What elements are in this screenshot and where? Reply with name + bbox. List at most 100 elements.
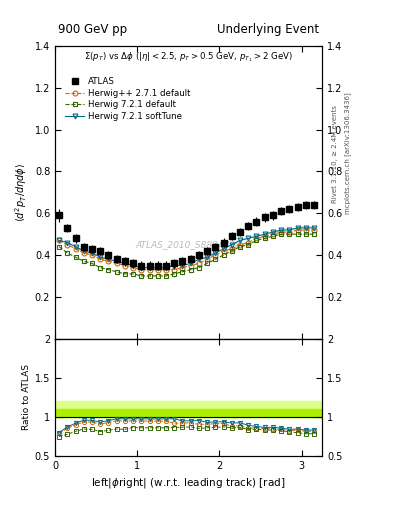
Herwig 7.2.1 softTune	[163, 265, 168, 271]
Herwig 7.2.1 default	[172, 271, 176, 277]
Herwig 7.2.1 default	[106, 267, 111, 273]
Herwig 7.2.1 default	[213, 256, 218, 262]
X-axis label: left$|\phi$right$|$ (w.r.t. leading track) [rad]: left$|\phi$right$|$ (w.r.t. leading trac…	[92, 476, 286, 490]
Herwig 7.2.1 default	[188, 267, 193, 273]
Herwig++ 2.7.1 default	[131, 265, 136, 271]
Herwig++ 2.7.1 default	[246, 240, 251, 246]
Herwig 7.2.1 default	[263, 236, 267, 242]
Herwig 7.2.1 default	[180, 269, 185, 275]
Herwig 7.2.1 softTune	[270, 229, 275, 235]
Herwig 7.2.1 default	[81, 258, 86, 264]
Herwig 7.2.1 softTune	[246, 236, 251, 242]
Herwig 7.2.1 softTune	[279, 227, 283, 233]
Herwig 7.2.1 softTune	[65, 240, 70, 246]
Herwig 7.2.1 default	[98, 265, 103, 271]
Herwig 7.2.1 softTune	[90, 250, 94, 256]
Herwig 7.2.1 default	[270, 233, 275, 239]
Herwig 7.2.1 default	[147, 273, 152, 279]
Herwig 7.2.1 default	[156, 273, 160, 279]
Herwig 7.2.1 default	[114, 269, 119, 275]
Herwig++ 2.7.1 default	[196, 260, 201, 266]
Herwig++ 2.7.1 default	[254, 236, 259, 242]
Herwig++ 2.7.1 default	[213, 252, 218, 258]
Herwig++ 2.7.1 default	[263, 233, 267, 239]
Herwig 7.2.1 default	[230, 248, 234, 254]
Line: Herwig++ 2.7.1 default: Herwig++ 2.7.1 default	[57, 227, 316, 272]
Herwig 7.2.1 default	[254, 238, 259, 244]
Herwig++ 2.7.1 default	[90, 252, 94, 258]
Herwig 7.2.1 default	[57, 244, 61, 250]
Herwig 7.2.1 softTune	[180, 263, 185, 269]
Herwig++ 2.7.1 default	[238, 242, 242, 248]
Y-axis label: Ratio to ATLAS: Ratio to ATLAS	[22, 364, 31, 430]
Legend: ATLAS, Herwig++ 2.7.1 default, Herwig 7.2.1 default, Herwig 7.2.1 softTune: ATLAS, Herwig++ 2.7.1 default, Herwig 7.…	[62, 74, 194, 124]
Herwig++ 2.7.1 default	[270, 231, 275, 237]
Herwig 7.2.1 default	[205, 260, 209, 266]
Herwig 7.2.1 default	[65, 250, 70, 256]
Herwig 7.2.1 softTune	[196, 256, 201, 262]
Herwig++ 2.7.1 default	[147, 267, 152, 273]
Herwig 7.2.1 softTune	[81, 248, 86, 254]
Herwig++ 2.7.1 default	[312, 227, 316, 233]
Herwig 7.2.1 default	[312, 231, 316, 237]
Herwig++ 2.7.1 default	[180, 265, 185, 271]
Herwig 7.2.1 softTune	[57, 238, 61, 244]
Herwig 7.2.1 softTune	[287, 227, 292, 233]
Herwig++ 2.7.1 default	[163, 267, 168, 273]
Herwig 7.2.1 softTune	[312, 225, 316, 231]
Bar	[55, 401, 322, 417]
Herwig 7.2.1 softTune	[213, 250, 218, 256]
Herwig++ 2.7.1 default	[287, 229, 292, 235]
Herwig++ 2.7.1 default	[65, 242, 70, 248]
Herwig 7.2.1 softTune	[156, 265, 160, 271]
Herwig 7.2.1 softTune	[147, 265, 152, 271]
Herwig 7.2.1 softTune	[295, 225, 300, 231]
Herwig 7.2.1 softTune	[98, 254, 103, 260]
Herwig 7.2.1 default	[90, 260, 94, 266]
Herwig++ 2.7.1 default	[81, 250, 86, 256]
Herwig 7.2.1 default	[295, 231, 300, 237]
Text: Underlying Event: Underlying Event	[217, 23, 320, 36]
Herwig++ 2.7.1 default	[106, 258, 111, 264]
Herwig++ 2.7.1 default	[123, 263, 127, 269]
Herwig 7.2.1 default	[131, 271, 136, 277]
Herwig 7.2.1 softTune	[221, 246, 226, 252]
Herwig 7.2.1 softTune	[172, 263, 176, 269]
Text: $\Sigma(p_T)$ vs $\Delta\phi$ ($|\eta| < 2.5$, $p_T > 0.5$ GeV, $p_{T_1} > 2$ Ge: $\Sigma(p_T)$ vs $\Delta\phi$ ($|\eta| <…	[84, 51, 293, 64]
Herwig++ 2.7.1 default	[295, 227, 300, 233]
Herwig 7.2.1 default	[279, 231, 283, 237]
Herwig 7.2.1 softTune	[73, 244, 78, 250]
Herwig 7.2.1 softTune	[303, 225, 308, 231]
Bar	[55, 409, 322, 417]
Herwig 7.2.1 softTune	[114, 258, 119, 264]
Text: Rivet 3.1.10, ≥ 2.4M events: Rivet 3.1.10, ≥ 2.4M events	[332, 104, 338, 203]
Herwig 7.2.1 default	[303, 231, 308, 237]
Herwig 7.2.1 default	[238, 244, 242, 250]
Text: ATLAS_2010_S8894728: ATLAS_2010_S8894728	[136, 241, 242, 249]
Herwig 7.2.1 softTune	[205, 254, 209, 260]
Herwig++ 2.7.1 default	[98, 256, 103, 262]
Herwig++ 2.7.1 default	[172, 267, 176, 273]
Herwig++ 2.7.1 default	[73, 246, 78, 252]
Herwig 7.2.1 softTune	[263, 231, 267, 237]
Herwig 7.2.1 softTune	[131, 263, 136, 269]
Herwig 7.2.1 default	[73, 254, 78, 260]
Herwig 7.2.1 default	[196, 265, 201, 271]
Herwig 7.2.1 softTune	[238, 238, 242, 244]
Herwig++ 2.7.1 default	[57, 238, 61, 244]
Text: 900 GeV pp: 900 GeV pp	[58, 23, 127, 36]
Herwig 7.2.1 default	[123, 271, 127, 277]
Herwig++ 2.7.1 default	[188, 263, 193, 269]
Herwig++ 2.7.1 default	[221, 248, 226, 254]
Herwig 7.2.1 default	[246, 242, 251, 248]
Herwig++ 2.7.1 default	[205, 256, 209, 262]
Herwig++ 2.7.1 default	[139, 267, 144, 273]
Herwig 7.2.1 softTune	[123, 260, 127, 266]
Herwig 7.2.1 softTune	[139, 265, 144, 271]
Line: Herwig 7.2.1 softTune: Herwig 7.2.1 softTune	[57, 225, 316, 270]
Herwig 7.2.1 softTune	[254, 233, 259, 239]
Herwig++ 2.7.1 default	[230, 246, 234, 252]
Y-axis label: $\langle d^2 p_T / d\eta d\phi \rangle$: $\langle d^2 p_T / d\eta d\phi \rangle$	[13, 163, 29, 222]
Text: mcplots.cern.ch [arXiv:1306.3436]: mcplots.cern.ch [arXiv:1306.3436]	[344, 93, 351, 215]
Line: Herwig 7.2.1 default: Herwig 7.2.1 default	[57, 232, 316, 279]
